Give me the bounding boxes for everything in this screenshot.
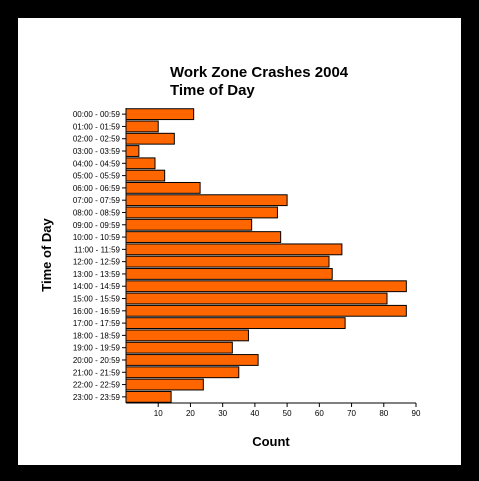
y-tick-label: 21:00 - 21:59 (73, 368, 121, 377)
y-tick-label: 03:00 - 03:59 (73, 147, 121, 156)
bar (125, 292, 388, 305)
x-tick-label: 50 (283, 409, 292, 418)
y-axis-label: Time of Day (39, 218, 54, 292)
y-tick-label: 15:00 - 15:59 (73, 295, 121, 304)
bar (125, 206, 278, 219)
x-tick-label: 60 (315, 409, 324, 418)
bar (125, 132, 175, 145)
bar (125, 390, 172, 403)
bar (125, 280, 407, 293)
y-tick-label: 12:00 - 12:59 (73, 258, 121, 267)
y-tick-label: 02:00 - 02:59 (73, 135, 121, 144)
y-tick-label: 14:00 - 14:59 (73, 282, 121, 291)
bar (125, 231, 282, 243)
y-tick-label: 13:00 - 13:59 (73, 270, 121, 279)
y-tick-label: 05:00 - 05:59 (73, 172, 121, 181)
y-tick-label: 08:00 - 08:59 (73, 208, 121, 217)
bar (125, 366, 240, 379)
x-ticks-group: 10 20 30 40 50 60 70 80 90 (154, 403, 421, 418)
bar (125, 169, 166, 182)
bar (125, 157, 156, 170)
bar (125, 378, 204, 391)
y-tick-label: 04:00 - 04:59 (73, 159, 121, 168)
y-tick-label: 01:00 - 01:59 (73, 122, 121, 131)
bar (125, 341, 233, 354)
bar (125, 194, 288, 207)
y-tick-label: 23:00 - 23:59 (73, 393, 121, 402)
y-tick-label: 07:00 - 07:59 (73, 196, 121, 205)
x-tick-label: 80 (379, 409, 388, 418)
bar (125, 181, 201, 194)
bar (125, 243, 343, 256)
y-tick-label: 11:00 - 11:59 (74, 245, 121, 254)
bar (125, 255, 330, 268)
bar (125, 218, 253, 231)
y-tick-label: 20:00 - 20:59 (73, 356, 121, 365)
y-tick-label: 16:00 - 16:59 (73, 307, 121, 316)
bar (125, 354, 259, 366)
x-tick-label: 70 (347, 409, 356, 418)
x-tick-label: 20 (186, 409, 195, 418)
x-tick-label: 30 (218, 409, 227, 418)
bar (125, 317, 346, 330)
bar (125, 145, 140, 157)
y-tick-label: 09:00 - 09:59 (73, 221, 121, 230)
x-tick-label: 90 (412, 409, 421, 418)
x-tick-label: 40 (250, 409, 259, 418)
chart-subtitle: Time of Day (170, 82, 255, 99)
y-ticks-group: 00:00 - 00:59 01:00 - 01:59 02:00 - 02:59 0… (73, 110, 126, 402)
y-tick-label: 06:00 - 06:59 (73, 184, 121, 193)
y-tick-label: 18:00 - 18:59 (73, 331, 121, 340)
chart-title: Work Zone Crashes 2004 (170, 64, 349, 81)
y-tick-label: 17:00 - 17:59 (73, 319, 121, 328)
bar (125, 304, 407, 317)
bar (125, 268, 333, 280)
x-tick-label: 10 (154, 409, 163, 418)
bar (125, 108, 195, 121)
x-axis-label: Count (252, 434, 290, 449)
y-tick-label: 19:00 - 19:59 (73, 344, 121, 353)
y-tick-label: 10:00 - 10:59 (73, 233, 121, 242)
bar (125, 120, 159, 133)
bar (125, 329, 249, 342)
bars-group (125, 108, 407, 403)
y-tick-label: 00:00 - 00:59 (73, 110, 121, 119)
y-tick-label: 22:00 - 22:59 (73, 381, 121, 390)
